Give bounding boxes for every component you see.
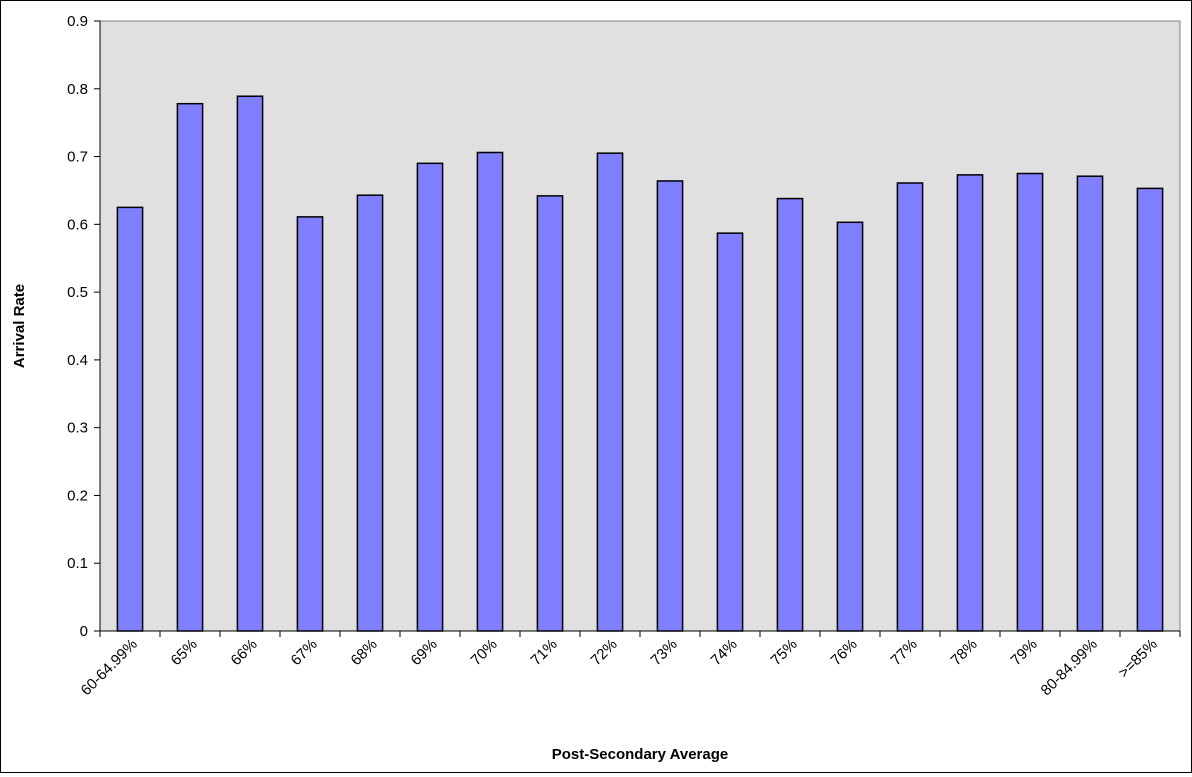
- x-tick-label-10: 74%: [708, 636, 741, 669]
- y-tick-label-6: 0.6: [67, 216, 88, 233]
- y-tick-label-0: 0: [80, 623, 88, 640]
- bar-2: [236, 95, 264, 632]
- bars-layer: [116, 95, 1164, 632]
- x-tick-label-13: 77%: [888, 636, 921, 669]
- bar-1: [176, 102, 204, 632]
- x-tick-label-4: 68%: [348, 636, 381, 669]
- bar-11: [776, 197, 804, 632]
- x-tick-label-12: 76%: [828, 636, 861, 669]
- x-tick-label-11: 75%: [768, 636, 801, 669]
- x-tick-label-5: 69%: [408, 636, 441, 669]
- x-tick-label-17: >=85%: [1115, 636, 1161, 682]
- y-tick-label-9: 0.9: [67, 13, 88, 30]
- y-tick-label-3: 0.3: [67, 420, 88, 437]
- x-tick-label-0: 60-64.99%: [77, 636, 140, 699]
- bar-9: [656, 180, 684, 632]
- y-tick-label-8: 0.8: [67, 81, 88, 98]
- bar-7: [536, 195, 564, 632]
- x-axis-title: Post-Secondary Average: [552, 746, 728, 763]
- x-tick-label-14: 78%: [948, 636, 981, 669]
- bar-6: [476, 151, 504, 632]
- bar-13: [896, 182, 924, 632]
- axes-layer: [94, 20, 1181, 637]
- y-tick-label-1: 0.1: [67, 555, 88, 572]
- bar-0: [116, 206, 144, 632]
- x-tick-label-16: 80-84.99%: [1037, 636, 1100, 699]
- bar-3: [296, 216, 324, 632]
- bar-16: [1076, 175, 1104, 632]
- bar-12: [836, 221, 864, 632]
- x-tick-label-3: 67%: [288, 636, 321, 669]
- x-tick-label-1: 65%: [168, 636, 201, 669]
- x-tick-label-8: 72%: [588, 636, 621, 669]
- x-tick-label-9: 73%: [648, 636, 681, 669]
- y-tick-label-4: 0.4: [67, 352, 88, 369]
- x-tick-label-6: 70%: [468, 636, 501, 669]
- x-tick-label-7: 71%: [528, 636, 561, 669]
- bar-8: [596, 152, 624, 632]
- bar-15: [1016, 172, 1044, 632]
- y-tick-label-7: 0.7: [67, 149, 88, 166]
- plot-area: [99, 20, 1181, 632]
- y-tick-label-5: 0.5: [67, 284, 88, 301]
- bar-10: [716, 232, 744, 632]
- bar-4: [356, 194, 384, 632]
- x-tick-label-2: 66%: [228, 636, 261, 669]
- x-tick-label-15: 79%: [1008, 636, 1041, 669]
- bar-17: [1136, 187, 1164, 632]
- bar-14: [956, 174, 984, 632]
- y-tick-label-2: 0.2: [67, 487, 88, 504]
- bar-5: [416, 162, 444, 632]
- y-axis-title: Arrival Rate: [11, 284, 28, 368]
